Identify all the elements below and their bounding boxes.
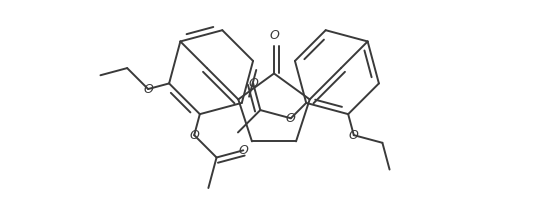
Text: O: O xyxy=(238,144,248,157)
Text: O: O xyxy=(189,129,199,142)
Text: O: O xyxy=(269,29,279,42)
Text: O: O xyxy=(248,77,258,90)
Text: O: O xyxy=(143,83,153,95)
Text: O: O xyxy=(349,129,359,142)
Text: O: O xyxy=(286,112,296,125)
